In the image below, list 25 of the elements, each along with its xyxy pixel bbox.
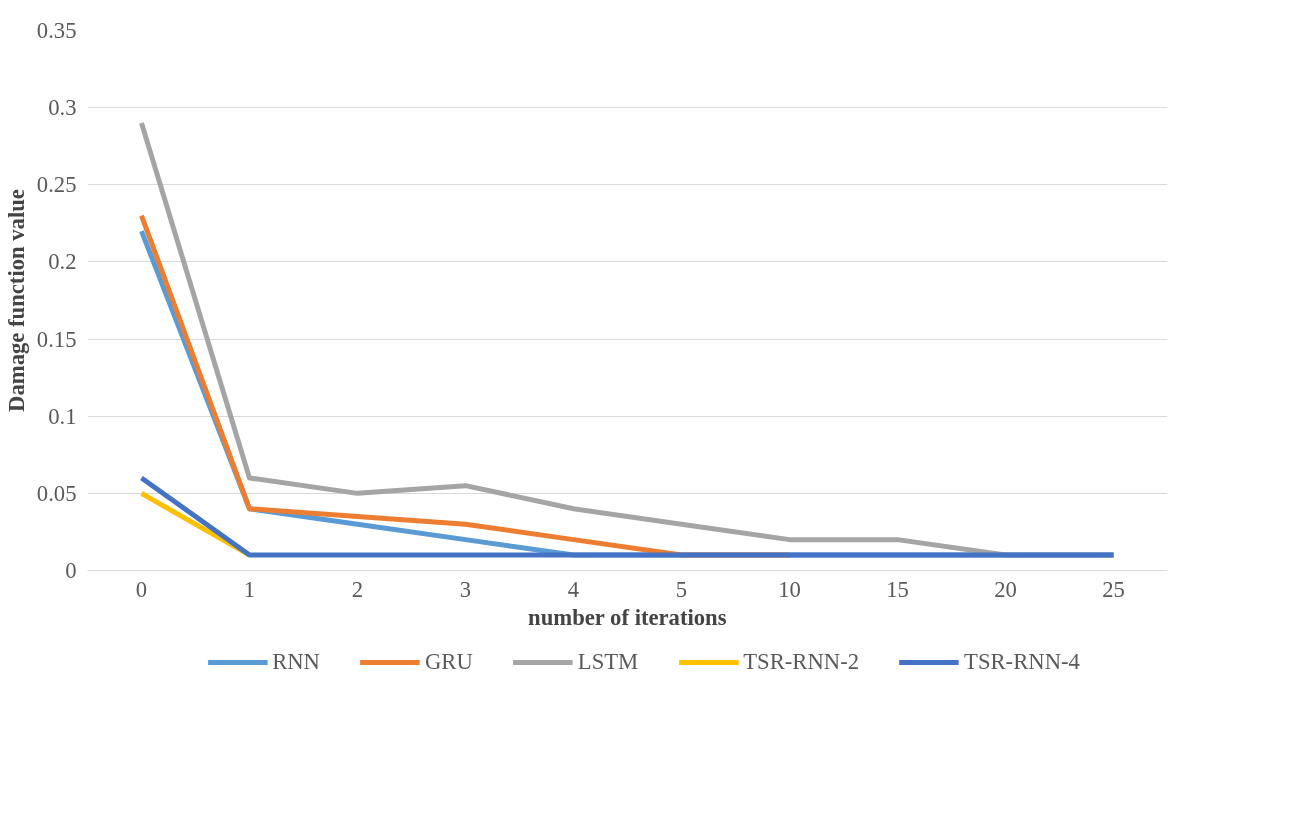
- x-tick-label: 25: [1102, 576, 1125, 602]
- y-tick-label: 0.25: [36, 172, 77, 198]
- x-tick-label: 3: [459, 576, 472, 602]
- x-tick-label: 15: [886, 576, 909, 602]
- y-tick-label: 0.2: [48, 249, 77, 275]
- legend-label: LSTM: [577, 649, 639, 675]
- x-tick-label: 5: [675, 576, 688, 602]
- x-tick-label: 10: [778, 576, 801, 602]
- legend-label: GRU: [424, 649, 473, 675]
- y-tick-label: 0.15: [36, 326, 77, 352]
- legend-label: TSR-RNN-4: [964, 649, 1080, 675]
- x-tick-label: 1: [243, 576, 256, 602]
- x-tick-label: 2: [351, 576, 364, 602]
- legend-label: TSR-RNN-2: [743, 649, 860, 675]
- y-tick-label: 0.35: [36, 18, 77, 43]
- y-axis-title: Damage function value: [3, 189, 29, 412]
- x-tick-label: 4: [567, 576, 580, 602]
- x-tick-label: 0: [135, 576, 148, 602]
- x-axis-title: number of iterations: [528, 604, 727, 630]
- y-tick-label: 0.05: [36, 480, 77, 506]
- x-tick-label: 20: [994, 576, 1017, 602]
- y-tick-label: 0: [65, 558, 77, 583]
- y-tick-label: 0.1: [48, 403, 77, 429]
- y-tick-label: 0.3: [48, 95, 77, 121]
- legend-label: RNN: [272, 649, 320, 675]
